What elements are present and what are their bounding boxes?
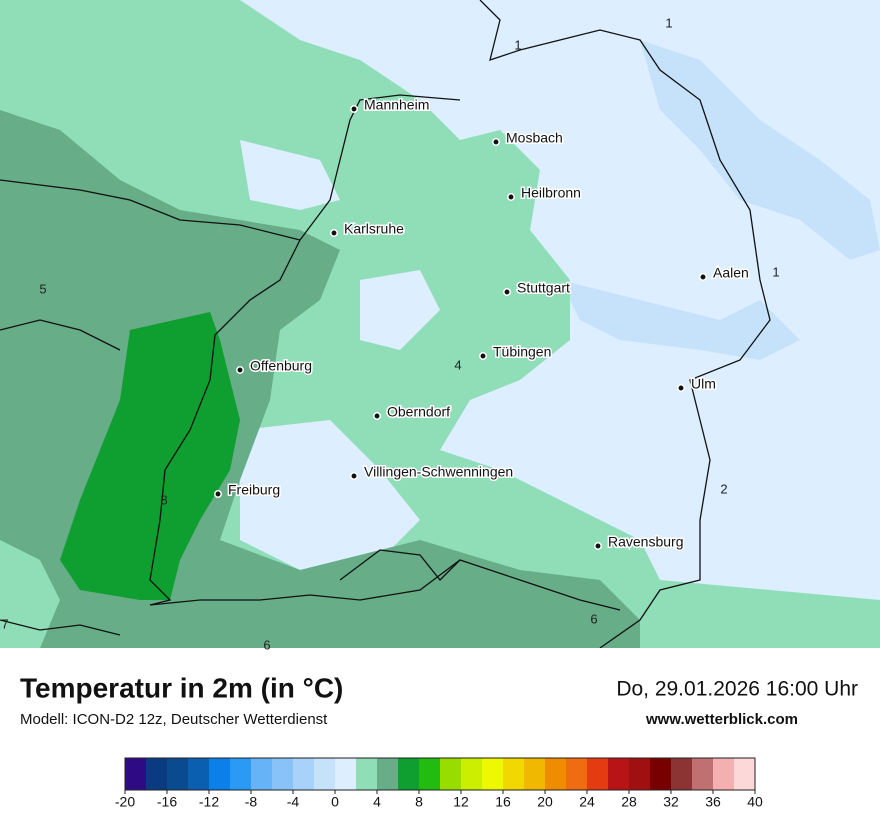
- colorbar-tick-label: 28: [621, 794, 637, 810]
- contour-label: 6: [263, 637, 270, 652]
- city-label: Freiburg: [228, 482, 280, 498]
- colorbar-tick-label: 32: [663, 794, 679, 810]
- colorbar-tick-label: 4: [373, 794, 381, 810]
- city-dot: [594, 542, 602, 550]
- website: www.wetterblick.com: [645, 711, 798, 728]
- colorbar-segment: [587, 758, 609, 790]
- colorbar-segment: [713, 758, 735, 790]
- city-dot: [507, 193, 515, 201]
- colorbar-segment: [566, 758, 588, 790]
- contour-label: 1: [514, 37, 521, 52]
- colorbar-tick-label: 16: [495, 794, 511, 810]
- colorbar-segment: [671, 758, 693, 790]
- city-label: Heilbronn: [521, 185, 581, 201]
- mild-patch: [0, 540, 60, 648]
- map-subtitle: Modell: ICON-D2 12z, Deutscher Wetterdie…: [20, 711, 328, 728]
- colorbar-tick-label: -4: [287, 794, 300, 810]
- forecast-time: Do, 29.01.2026 16:00 Uhr: [616, 678, 858, 701]
- colorbar-segment: [503, 758, 525, 790]
- colorbar-segment: [692, 758, 714, 790]
- city-dot: [330, 229, 338, 237]
- contour-label: 2: [720, 481, 727, 496]
- colorbar-segment: [545, 758, 567, 790]
- colorbar-tick-label: 0: [331, 794, 339, 810]
- contour-label: 1: [772, 264, 779, 279]
- colorbar-segment: [230, 758, 252, 790]
- colorbar-tick-label: -12: [199, 794, 219, 810]
- city-label: Aalen: [713, 265, 749, 281]
- colorbar-segment: [293, 758, 315, 790]
- city-dot: [350, 472, 358, 480]
- city-dot: [677, 384, 685, 392]
- colorbar-segment: [650, 758, 672, 790]
- warm-region: [60, 312, 240, 600]
- map-title: Temperatur in 2m (in °C): [20, 672, 343, 703]
- cool-patch: [360, 270, 440, 350]
- colorbar-segment: [167, 758, 189, 790]
- colorbar-segment: [335, 758, 357, 790]
- colorbar-segment: [356, 758, 378, 790]
- colorbar-tick-label: 8: [415, 794, 423, 810]
- city-label: Offenburg: [250, 358, 312, 374]
- city-dot: [350, 105, 358, 113]
- colorbar-segment: [188, 758, 210, 790]
- colorbar-tick-label: -8: [245, 794, 258, 810]
- colorbar-segment: [125, 758, 147, 790]
- colorbar-tick-label: 12: [453, 794, 469, 810]
- contour-label: 8: [160, 492, 167, 507]
- colorbar-frame: [124, 757, 756, 791]
- city-dot: [699, 273, 707, 281]
- colorbar-segment: [440, 758, 462, 790]
- city-label: Oberndorf: [387, 404, 450, 420]
- colorbar-segment: [629, 758, 651, 790]
- city-dot: [236, 366, 244, 374]
- colorbar-segment: [608, 758, 630, 790]
- cool-region: [640, 40, 880, 260]
- colorbar-tick-label: 36: [705, 794, 721, 810]
- city-dot: [479, 352, 487, 360]
- colorbar-segment: [146, 758, 168, 790]
- colorbar-segment: [251, 758, 273, 790]
- colorbar-segment: [734, 758, 756, 790]
- colorbar-tick-label: 40: [747, 794, 763, 810]
- cool-patch: [240, 420, 420, 570]
- city-label: Ulm: [691, 376, 716, 392]
- city-label: Stuttgart: [517, 280, 570, 296]
- city-label: Karlsruhe: [344, 221, 404, 237]
- colorbar-tick-label: -16: [157, 794, 177, 810]
- colorbar-tick-label: 24: [579, 794, 595, 810]
- colorbar-segment: [398, 758, 420, 790]
- city-label: Mosbach: [506, 130, 563, 146]
- city-label: Ravensburg: [608, 534, 684, 550]
- city-dot: [373, 412, 381, 420]
- city-label: Mannheim: [364, 97, 429, 113]
- colorbar-tick-label: -20: [115, 794, 135, 810]
- contour-label: 6: [590, 611, 597, 626]
- borders: [0, 0, 771, 649]
- colorbar-segment: [209, 758, 231, 790]
- city-label: Tübingen: [493, 344, 551, 360]
- colorbar-segment: [377, 758, 399, 790]
- colorbar-segment: [314, 758, 336, 790]
- colorbar-tick-label: 20: [537, 794, 553, 810]
- city-dot: [492, 138, 500, 146]
- contour-label: 7: [1, 616, 8, 631]
- footer-background: [0, 648, 880, 830]
- city-dot: [503, 288, 511, 296]
- contour-label: 1: [665, 15, 672, 30]
- contour-label: 5: [39, 281, 46, 296]
- colorbar-segment: [524, 758, 546, 790]
- colorbar-segment: [461, 758, 483, 790]
- colorbar-segment: [419, 758, 441, 790]
- city-label: Villingen-Schwenningen: [364, 464, 513, 480]
- colorbar-segment: [482, 758, 504, 790]
- contour-label: 4: [454, 357, 461, 372]
- cool-region: [560, 280, 800, 360]
- city-dot: [214, 490, 222, 498]
- cool-patch: [240, 140, 340, 210]
- colorbar-segment: [272, 758, 294, 790]
